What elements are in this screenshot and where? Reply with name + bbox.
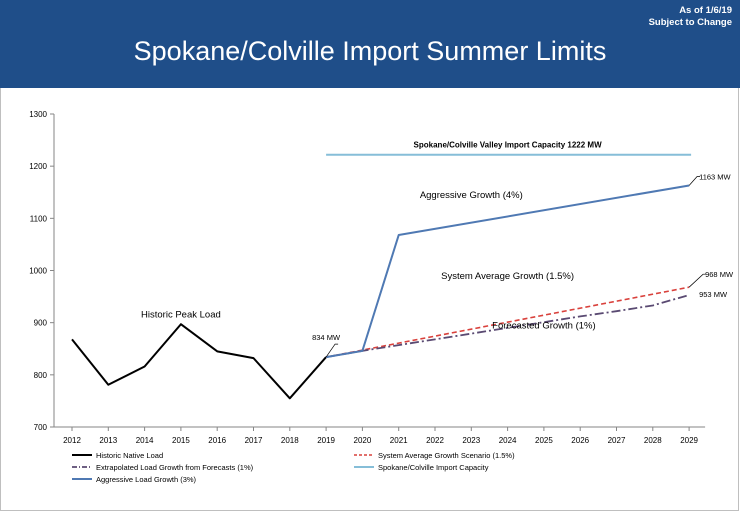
value-label: 968 MW — [705, 270, 734, 279]
y-tick-label: 700 — [34, 423, 48, 432]
value-label: 1163 MW — [699, 172, 731, 181]
annotation: Historic Peak Load — [141, 309, 221, 320]
annotation: Spokane/Colville Valley Import Capacity … — [414, 140, 603, 149]
leader-line — [688, 273, 707, 288]
x-tick-label: 2027 — [608, 436, 626, 445]
legend-label-2: Extrapolated Load Growth from Forecasts … — [96, 463, 254, 472]
y-tick-label: 1100 — [30, 214, 48, 223]
y-tick-label: 1200 — [29, 162, 47, 171]
y-tick-label: 800 — [34, 371, 48, 380]
x-tick-label: 2023 — [462, 436, 480, 445]
x-tick-label: 2019 — [317, 436, 335, 445]
series-layer — [71, 153, 692, 400]
series-line-4 — [325, 184, 690, 359]
legend-label-1: System Average Growth Scenario (1.5%) — [378, 451, 515, 460]
x-tick-label: 2022 — [426, 436, 444, 445]
x-tick-label: 2026 — [571, 436, 589, 445]
annotation: System Average Growth (1.5%) — [441, 271, 574, 282]
x-tick-label: 2016 — [208, 436, 226, 445]
annotation: Forecasted Growth (1%) — [492, 320, 595, 331]
x-tick-label: 2014 — [136, 436, 154, 445]
axes: 700 800 900 1000 1100 1200 1300 2012 2013 2014 201… — [29, 110, 706, 445]
y-tick-label: 1000 — [29, 267, 47, 276]
x-tick-label: 2012 — [63, 436, 81, 445]
labels-layer: Historic Peak Load Spokane/Colville Valle… — [141, 140, 734, 358]
x-tick-label: 2028 — [644, 436, 662, 445]
y-tick-label: 900 — [34, 319, 48, 328]
x-tick-label: 2017 — [245, 436, 263, 445]
x-tick-label: 2021 — [390, 436, 408, 445]
page-title: Spokane/Colville Import Summer Limits — [133, 36, 607, 66]
chart-frame — [0, 88, 739, 511]
series-line-2 — [325, 294, 690, 358]
leader-line — [688, 176, 701, 186]
leader-line — [325, 343, 339, 358]
y-tick-label: 1300 — [29, 110, 47, 119]
series-line-1 — [325, 286, 690, 358]
x-tick-label: 2018 — [281, 436, 299, 445]
status-note: Subject to Change — [648, 17, 732, 28]
x-tick-label: 2020 — [354, 436, 372, 445]
value-label: 834 MW — [312, 333, 341, 342]
series-line-0 — [71, 323, 327, 400]
date-note: As of 1/6/19 — [679, 5, 732, 16]
x-tick-label: 2029 — [680, 436, 698, 445]
x-tick-label: 2024 — [499, 436, 517, 445]
header-banner: As of 1/6/19 Subject to Change Spokane/C… — [0, 0, 740, 88]
x-tick-label: 2015 — [172, 436, 190, 445]
legend-label-3: Spokane/Colville Import Capacity — [378, 463, 489, 472]
header-note: As of 1/6/19 Subject to Change — [649, 5, 732, 29]
legend: Historic Native Load System Average Growt… — [72, 451, 515, 484]
legend-label-0: Historic Native Load — [96, 451, 163, 460]
legend-label-4: Aggressive Load Growth (3%) — [96, 475, 197, 484]
value-label: 953 MW — [699, 290, 728, 299]
x-tick-label: 2025 — [535, 436, 553, 445]
annotation: Aggressive Growth (4%) — [420, 190, 523, 201]
x-tick-label: 2013 — [99, 436, 117, 445]
